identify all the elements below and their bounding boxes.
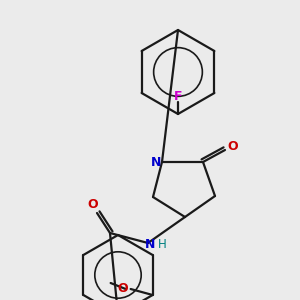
Text: O: O	[228, 140, 238, 154]
Text: O: O	[88, 199, 98, 212]
Text: H: H	[158, 238, 166, 251]
Text: F: F	[174, 89, 182, 103]
Text: N: N	[145, 238, 155, 251]
Text: N: N	[151, 155, 161, 169]
Text: O: O	[117, 281, 128, 295]
